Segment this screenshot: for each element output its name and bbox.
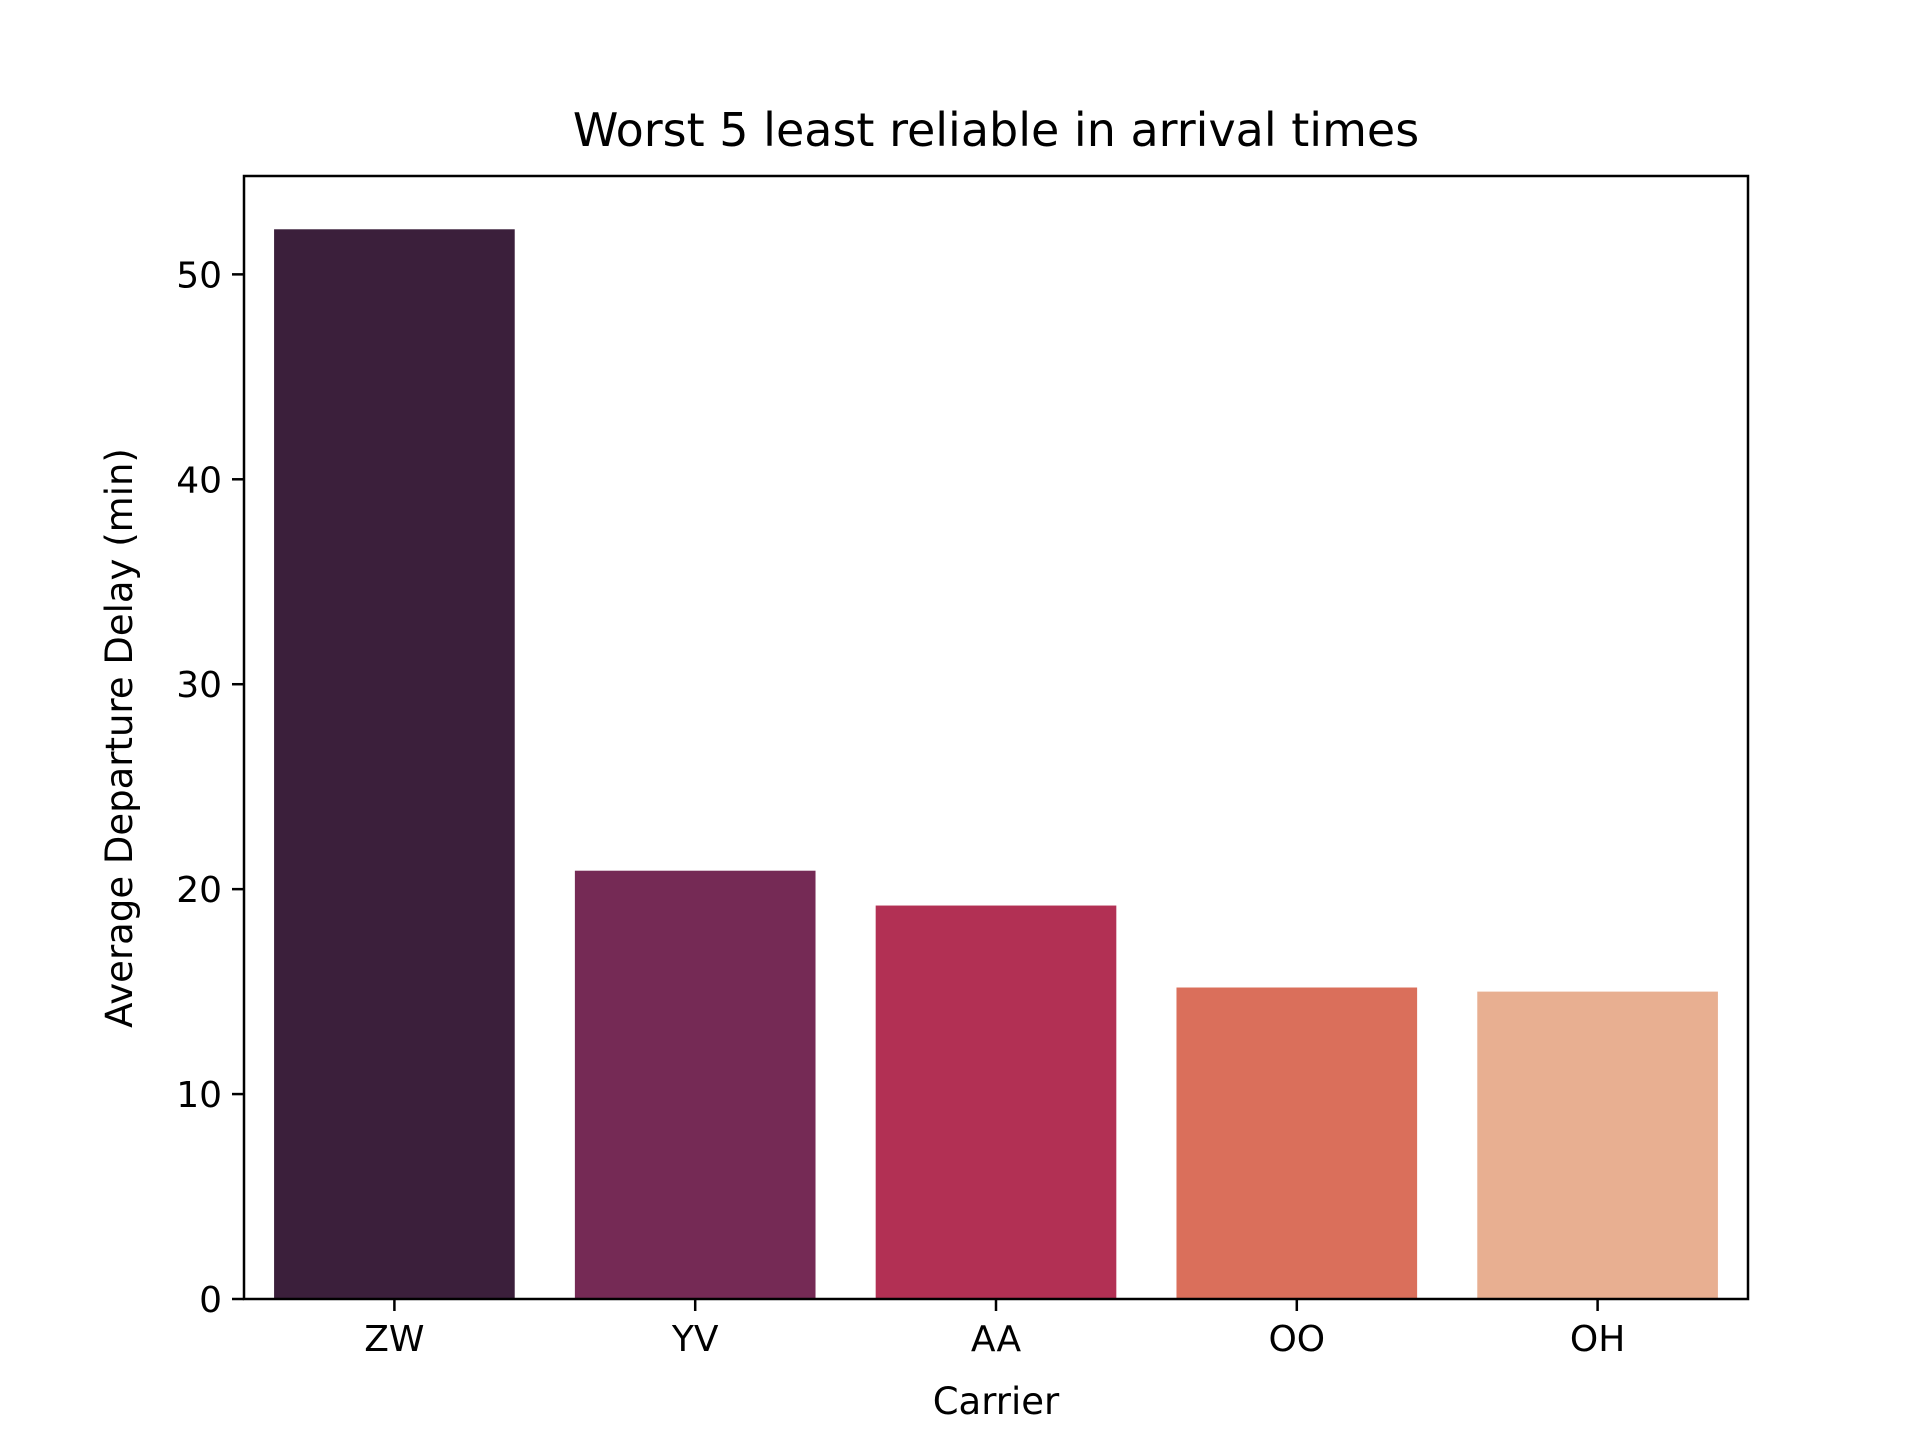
bar-aa [875, 905, 1117, 1299]
x-tick-label: OH [1570, 1319, 1625, 1360]
plot-frame [242, 174, 1750, 1301]
bars-layer [274, 229, 1718, 1300]
x-tick-label: ZW [364, 1319, 424, 1360]
y-tick-label: 30 [176, 665, 222, 706]
x-tick-label: AA [971, 1319, 1022, 1360]
y-tick-label: 0 [199, 1280, 222, 1321]
chart-title: Worst 5 least reliable in arrival times [573, 103, 1419, 157]
y-tick-label: 10 [176, 1075, 222, 1116]
x-axis-label: Carrier [933, 1380, 1060, 1423]
y-axis-ticks: 0 10 20 30 40 50 [176, 255, 244, 1321]
bar-yv [574, 870, 816, 1299]
y-axis-label: Average Departure Delay (min) [98, 448, 141, 1028]
bar-oo [1176, 987, 1418, 1299]
x-tick-label: OO [1268, 1319, 1325, 1360]
y-tick-label: 50 [176, 255, 222, 296]
bar-zw [274, 229, 515, 1300]
y-tick-label: 20 [176, 870, 222, 911]
y-tick-label: 40 [176, 460, 222, 501]
bar-oh [1477, 991, 1718, 1299]
x-tick-label: YV [671, 1319, 719, 1360]
x-axis-ticks: ZW YV AA OO OH [364, 1299, 1625, 1360]
